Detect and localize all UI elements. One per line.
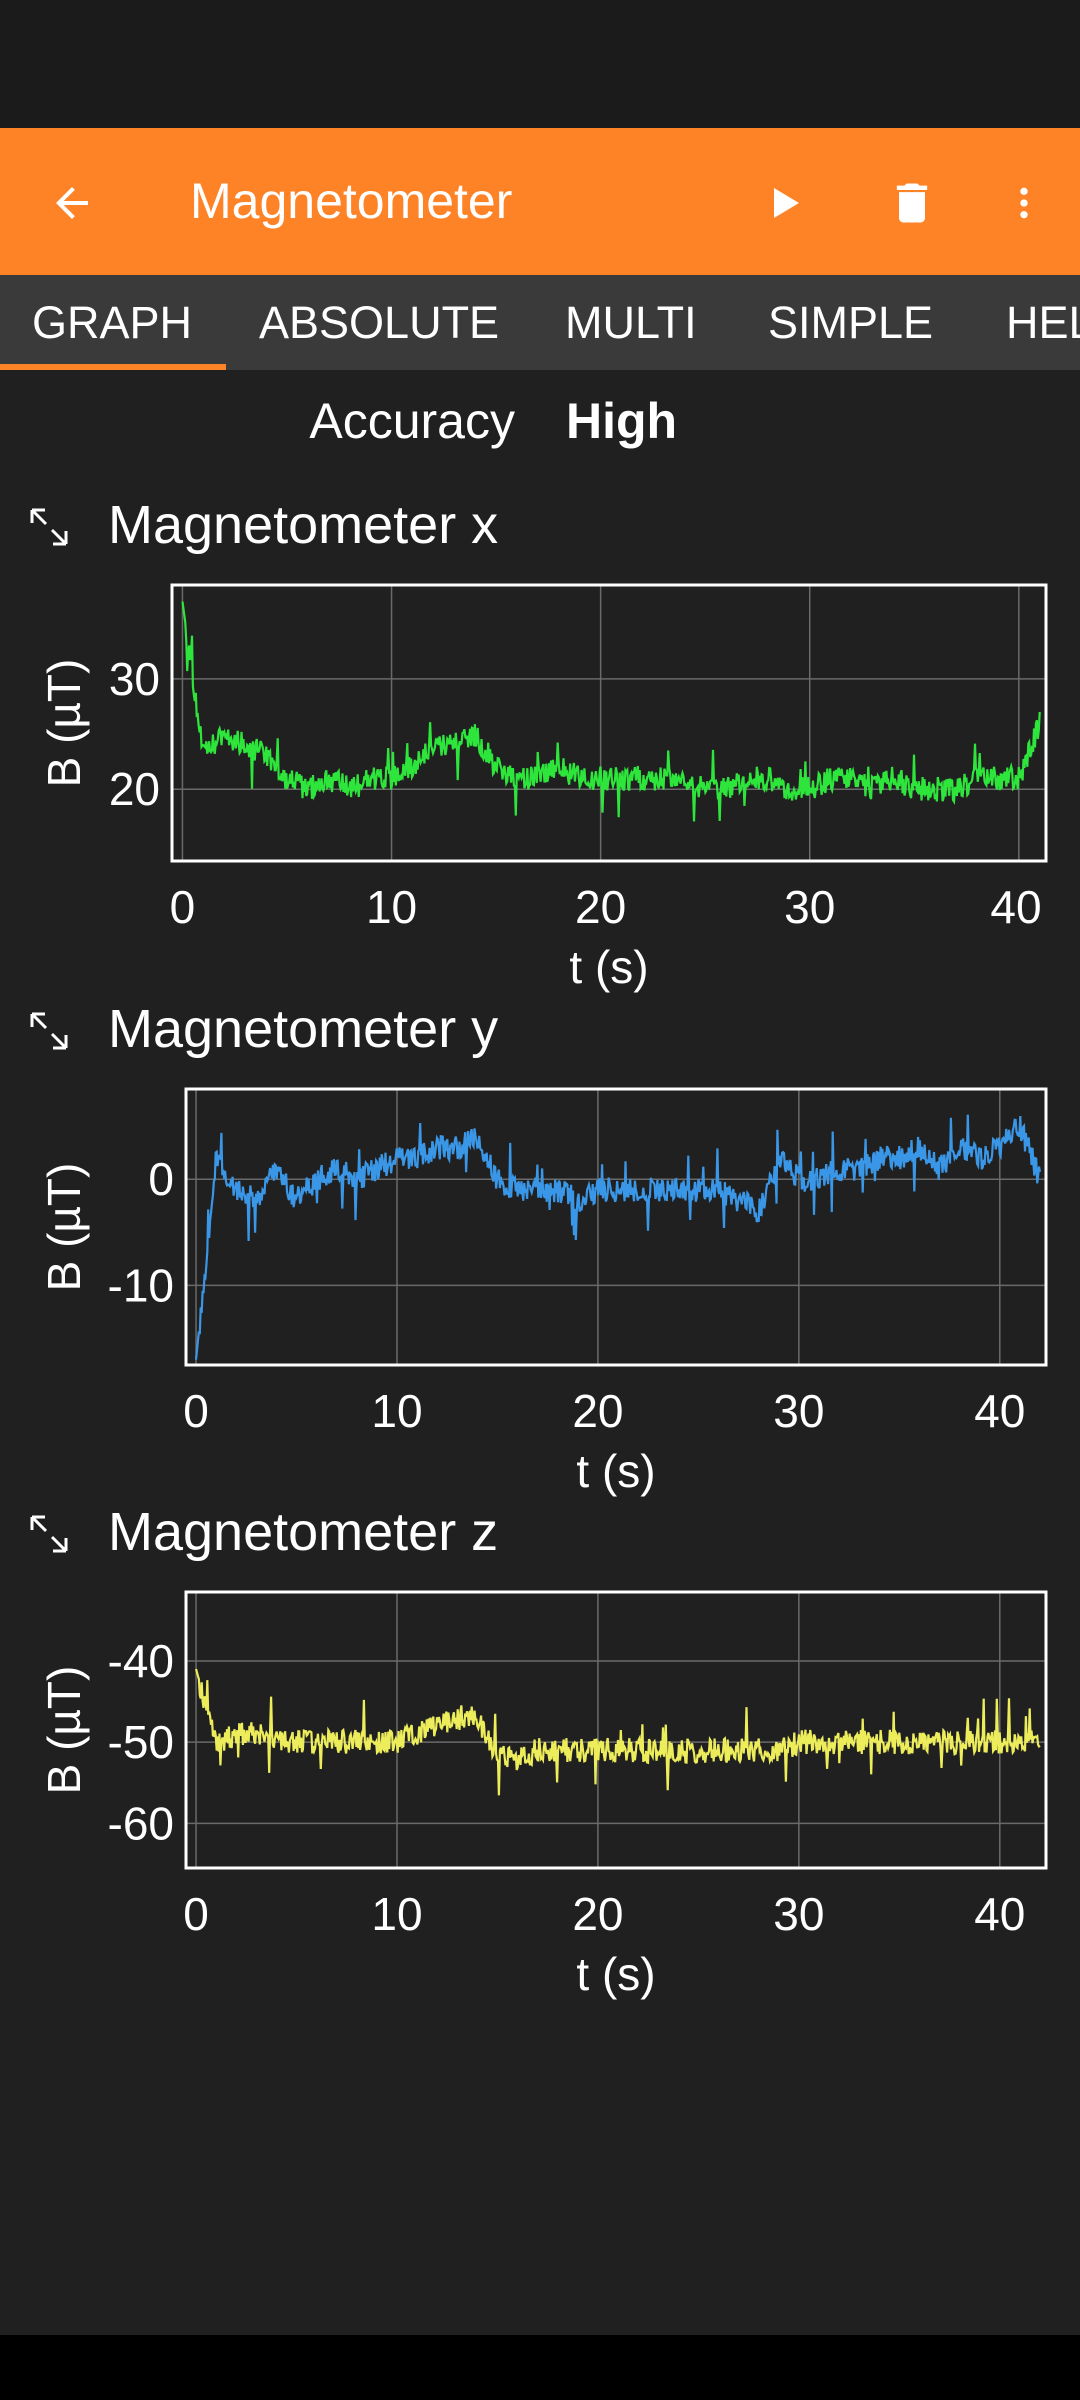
x-tick-label: 10	[371, 1385, 422, 1437]
status-bar	[0, 0, 1080, 128]
chart-svg: 0 10 20 30 40 0 -10 t (s) B (µT)	[38, 1087, 1048, 1497]
navigation-bar	[0, 2335, 1080, 2400]
page-title: Magnetometer	[190, 173, 513, 229]
chart-svg: 0 10 20 30 40 -40 -50 -60 t (s) B (µT)	[38, 1590, 1048, 2000]
accuracy-value: High	[566, 393, 678, 449]
x-tick-label: 40	[974, 1888, 1025, 1940]
x-tick-label: 20	[575, 881, 626, 933]
plot-frame	[170, 583, 1048, 863]
plot-frame	[184, 1087, 1048, 1367]
back-button[interactable]	[40, 171, 104, 235]
chart-magnetometer-y[interactable]: 0 10 20 30 40 0 -10 t (s) B (µT)	[0, 1074, 1080, 1504]
x-axis-label: t (s)	[576, 1445, 655, 1497]
y-tick-label: 0	[148, 1153, 174, 1205]
play-icon	[774, 188, 799, 218]
y-tick-label: -40	[108, 1635, 174, 1687]
chart-svg: 0 10 20 30 40 20 30 t (s) B (µT)	[38, 583, 1048, 993]
tab-help[interactable]: HELP	[1006, 297, 1080, 348]
trash-icon	[896, 183, 928, 223]
more-options-button[interactable]	[1000, 171, 1048, 235]
graph-title-z[interactable]: Magnetometer z	[108, 1502, 499, 1562]
y-axis-label: B (µT)	[38, 1666, 90, 1795]
x-axis-label: t (s)	[569, 941, 648, 993]
y-axis-label: B (µT)	[38, 659, 90, 788]
tab-bar: GRAPH ABSOLUTE MULTI SIMPLE HELP	[0, 275, 1080, 370]
chart-magnetometer-z[interactable]: 0 10 20 30 40 -40 -50 -60 t (s) B (µT)	[0, 1577, 1080, 2007]
x-tick-label: 20	[572, 1385, 623, 1437]
more-vert-icon	[1020, 187, 1028, 219]
play-button[interactable]	[752, 171, 816, 235]
x-tick-label: 40	[974, 1385, 1025, 1437]
accuracy-label: Accuracy	[309, 393, 515, 449]
graph-title-x[interactable]: Magnetometer x	[108, 495, 499, 555]
tab-absolute[interactable]: ABSOLUTE	[259, 297, 500, 348]
x-tick-label: 0	[170, 881, 196, 933]
x-axis-label: t (s)	[576, 1948, 655, 2000]
x-tick-label: 40	[990, 881, 1041, 933]
delete-button[interactable]	[880, 171, 944, 235]
expand-icon[interactable]	[28, 1010, 70, 1052]
y-tick-label: -50	[108, 1716, 174, 1768]
data-line	[194, 1668, 1041, 1796]
x-tick-label: 0	[183, 1888, 209, 1940]
x-tick-label: 0	[183, 1385, 209, 1437]
y-axis-label: B (µT)	[38, 1163, 90, 1292]
y-tick-label: 30	[109, 653, 160, 705]
data-line	[194, 1114, 1042, 1360]
app-bar: Magnetometer	[0, 128, 1080, 275]
y-tick-label: -10	[108, 1259, 174, 1311]
x-tick-label: 30	[773, 1888, 824, 1940]
x-tick-label: 30	[773, 1385, 824, 1437]
tab-indicator	[0, 364, 226, 370]
x-tick-label: 20	[572, 1888, 623, 1940]
tab-graph[interactable]: GRAPH	[32, 297, 193, 348]
x-tick-label: 10	[366, 881, 417, 933]
tab-multi[interactable]: MULTI	[565, 297, 697, 348]
graph-title-y[interactable]: Magnetometer y	[108, 999, 499, 1059]
expand-icon[interactable]	[28, 1513, 70, 1555]
data-line	[181, 601, 1041, 822]
chart-magnetometer-x[interactable]: 0 10 20 30 40 20 30 t (s) B (µT)	[0, 570, 1080, 1000]
y-tick-label: 20	[109, 763, 160, 815]
tab-simple[interactable]: SIMPLE	[768, 297, 934, 348]
x-tick-label: 10	[371, 1888, 422, 1940]
x-tick-label: 30	[784, 881, 835, 933]
arrow-back-icon	[56, 187, 88, 219]
expand-icon[interactable]	[28, 506, 70, 548]
plot-frame	[184, 1590, 1048, 1870]
y-tick-label: -60	[108, 1797, 174, 1849]
